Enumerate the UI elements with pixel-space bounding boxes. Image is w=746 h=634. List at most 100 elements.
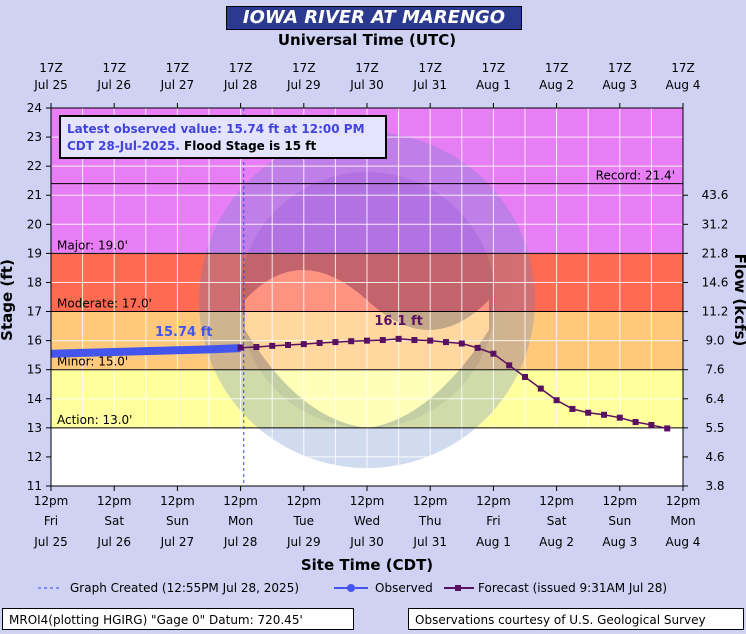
y-tick-label: 15	[27, 363, 42, 377]
forecast-point	[411, 337, 418, 344]
info-flood-stage: Flood Stage is 15 ft	[184, 139, 316, 153]
bottom-tick-time: 12pm	[97, 494, 132, 508]
top-tick-hour: 17Z	[482, 61, 506, 75]
forecast-point	[522, 373, 528, 380]
y-tick-label: 20	[27, 217, 42, 231]
bottom-tick-dow: Tue	[293, 514, 315, 528]
bottom-tick-date: Jul 27	[160, 535, 195, 549]
bottom-tick-dow: Mon	[228, 514, 253, 528]
gage-datum-note: MROI4(plotting HGIRG) "Gage 0" Datum: 72…	[2, 608, 354, 630]
bottom-tick-date: Jul 31	[412, 535, 447, 549]
bottom-tick-time: 12pm	[603, 494, 638, 508]
top-tick-day: Jul 30	[349, 78, 384, 92]
forecast-peak-label: 16.1 ft	[374, 314, 422, 329]
forecast-point	[253, 344, 260, 351]
bottom-tick-date: Aug 1	[476, 535, 511, 549]
bottom-tick-date: Aug 2	[539, 535, 574, 549]
top-tick-day: Jul 29	[286, 78, 321, 92]
forecast-point	[285, 341, 291, 348]
forecast-point	[648, 421, 655, 428]
observed-value-label: 15.74 ft	[155, 325, 213, 340]
forecast-point	[443, 339, 449, 346]
bottom-tick-date: Aug 3	[602, 535, 637, 549]
flow-tick-label: 7.6	[705, 363, 724, 377]
top-tick-hour: 17Z	[671, 61, 695, 75]
forecast-series-line	[240, 338, 668, 430]
forecast-point	[316, 339, 323, 346]
info-box	[59, 115, 387, 159]
y-tick-label: 11	[27, 479, 42, 493]
forecast-point	[632, 419, 639, 426]
flow-tick-label: 6.4	[705, 392, 724, 406]
chart-title: IOWA RIVER AT MARENGO	[226, 6, 522, 30]
bottom-tick-dow: Sun	[166, 514, 189, 528]
bottom-tick-date: Jul 29	[286, 535, 321, 549]
info-latest-observed: Latest observed value: 15.74 ft at 12:00…	[67, 122, 365, 136]
top-tick-day: Aug 3	[602, 78, 637, 92]
y-tick-label: 12	[27, 450, 42, 464]
y-tick-label: 17	[27, 305, 42, 319]
top-tick-day: Jul 25	[33, 78, 68, 92]
bottom-tick-dow: Fri	[486, 514, 500, 528]
forecast-point	[395, 335, 402, 342]
bottom-tick-dow: Sun	[608, 514, 631, 528]
observed-series-line	[51, 344, 241, 358]
y-tick-label: 18	[27, 275, 42, 289]
observations-credit: Observations courtesy of U.S. Geological…	[408, 608, 744, 630]
bottom-tick-date: Jul 25	[33, 535, 68, 549]
y-tick-label: 16	[27, 334, 42, 348]
legend-created-label: Graph Created (12:55PM Jul 28, 2025)	[70, 581, 299, 595]
bottom-tick-dow: Thu	[418, 514, 442, 528]
bottom-tick-date: Aug 4	[666, 535, 701, 549]
bottom-tick-date: Jul 26	[96, 535, 131, 549]
info-date: CDT 28-Jul-2025.	[67, 139, 184, 153]
legend-forecast-label: Forecast (issued 9:31AM Jul 28)	[478, 581, 667, 595]
top-tick-day: Jul 27	[160, 78, 195, 92]
bottom-tick-date: Jul 28	[223, 535, 258, 549]
y-axis-right-title: Flow (kcfs)	[731, 254, 746, 347]
bottom-tick-time: 12pm	[413, 494, 448, 508]
forecast-point	[601, 411, 607, 418]
forecast-point	[269, 342, 276, 349]
flow-tick-label: 43.6	[702, 188, 729, 202]
forecast-point	[364, 337, 370, 344]
flow-tick-label: 11.2	[702, 305, 729, 319]
top-tick-hour: 17Z	[545, 61, 569, 75]
top-tick-day: Aug 4	[666, 78, 701, 92]
forecast-point	[506, 362, 513, 369]
forecast-point	[458, 340, 465, 347]
top-tick-hour: 17Z	[102, 61, 126, 75]
top-tick-hour: 17Z	[166, 61, 190, 75]
threshold-label: Action: 13.0'	[57, 413, 132, 427]
top-tick-day: Aug 2	[539, 78, 574, 92]
top-tick-hour: 17Z	[355, 61, 379, 75]
bottom-tick-time: 12pm	[160, 494, 195, 508]
y-axis-title: Stage (ft)	[0, 259, 16, 341]
forecast-point	[348, 338, 355, 345]
bottom-tick-time: 12pm	[666, 494, 701, 508]
threshold-label: Moderate: 17.0'	[57, 297, 152, 311]
forecast-point	[427, 337, 434, 344]
top-tick-day: Jul 26	[96, 78, 131, 92]
top-tick-day: Jul 28	[223, 78, 258, 92]
flow-tick-label: 9.0	[705, 334, 724, 348]
bottom-tick-time: 12pm	[287, 494, 322, 508]
forecast-point	[616, 414, 623, 421]
y-tick-label: 24	[27, 101, 42, 115]
bottom-tick-dow: Sat	[104, 514, 124, 528]
bottom-tick-time: 12pm	[539, 494, 574, 508]
forecast-point	[237, 344, 244, 351]
forecast-point	[553, 397, 560, 404]
bottom-tick-dow: Fri	[44, 514, 58, 528]
bottom-tick-dow: Wed	[354, 514, 380, 528]
top-tick-hour: 17Z	[292, 61, 316, 75]
top-tick-day: Aug 1	[476, 78, 511, 92]
top-tick-hour: 17Z	[229, 61, 253, 75]
top-tick-hour: 17Z	[39, 61, 63, 75]
forecast-point	[585, 409, 592, 416]
bottom-tick-time: 12pm	[476, 494, 511, 508]
y-tick-label: 23	[27, 130, 42, 144]
top-tick-hour: 17Z	[608, 61, 632, 75]
bottom-tick-time: 12pm	[350, 494, 385, 508]
legend-observed-marker	[347, 584, 355, 592]
